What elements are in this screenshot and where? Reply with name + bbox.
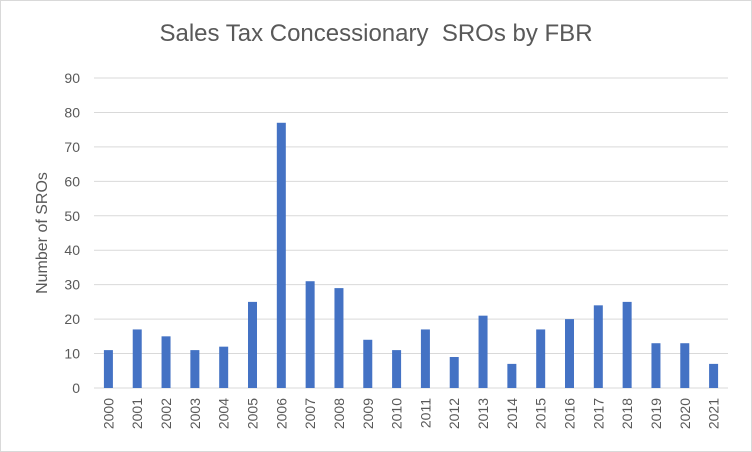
gridlines	[94, 77, 728, 389]
bar-2002	[161, 336, 171, 388]
x-tick-label: 2014	[504, 398, 520, 429]
x-axis-ticks: 2000 2001 2002 2003 2004 2005 2006 2007 2008 2009…	[100, 398, 721, 429]
bar-2012	[449, 357, 459, 388]
x-tick-label: 2009	[360, 398, 376, 429]
y-tick-label: 30	[64, 277, 80, 293]
y-axis-title: Number of SROs	[34, 172, 51, 294]
bar-2000	[103, 350, 113, 388]
bar-2010	[392, 350, 402, 388]
y-tick-label: 70	[64, 139, 80, 155]
bar-2013	[478, 315, 488, 388]
bar-2003	[190, 350, 200, 388]
bar-2004	[219, 346, 229, 388]
bar-2018	[622, 301, 632, 388]
x-tick-label: 2012	[446, 398, 462, 429]
x-tick-label: 2003	[187, 398, 203, 429]
x-tick-label: 2001	[129, 398, 145, 429]
x-tick-label: 2015	[533, 398, 549, 429]
x-tick-label: 2019	[648, 398, 664, 429]
bar-2006	[276, 122, 286, 389]
bar-2008	[334, 288, 344, 388]
bar-2011	[420, 329, 430, 388]
x-tick-label: 2007	[302, 398, 318, 429]
x-tick-label: 2000	[100, 398, 116, 429]
x-tick-label: 2010	[389, 398, 405, 429]
x-tick-label: 2013	[475, 398, 491, 429]
y-axis-ticks: 0 10 20 30 40 50 60 70 80 90	[64, 70, 80, 396]
bar-2020	[680, 343, 690, 388]
x-tick-label: 2017	[590, 398, 606, 429]
y-tick-label: 60	[64, 173, 80, 189]
y-tick-label: 40	[64, 242, 80, 258]
y-tick-label: 10	[64, 346, 80, 362]
y-tick-label: 80	[64, 104, 80, 120]
x-tick-label: 2020	[677, 398, 693, 429]
x-tick-label: 2006	[273, 398, 289, 429]
bar-2015	[536, 329, 546, 388]
x-tick-label: 2016	[562, 398, 578, 429]
x-tick-label: 2018	[619, 398, 635, 429]
bar-2017	[593, 305, 603, 388]
y-tick-label: 50	[64, 208, 80, 224]
y-tick-label: 90	[64, 70, 80, 86]
bar-2014	[507, 363, 517, 388]
bars	[103, 122, 719, 389]
bar-2019	[651, 343, 661, 388]
x-tick-label: 2005	[245, 398, 261, 429]
bar-2021	[709, 363, 719, 388]
bar-2009	[363, 339, 373, 388]
x-tick-label: 2002	[158, 398, 174, 429]
y-tick-label: 0	[72, 380, 80, 396]
bar-2001	[132, 329, 142, 388]
x-tick-label: 2011	[417, 398, 433, 428]
bar-2007	[305, 281, 315, 388]
x-tick-label: 2004	[216, 398, 232, 429]
x-tick-label: 2008	[331, 398, 347, 429]
y-tick-label: 20	[64, 311, 80, 327]
x-tick-label: 2021	[706, 398, 722, 429]
bar-2005	[248, 301, 257, 388]
bar-2016	[565, 319, 574, 388]
chart-title: Sales Tax Concessionary SROs by FBR	[159, 20, 593, 47]
